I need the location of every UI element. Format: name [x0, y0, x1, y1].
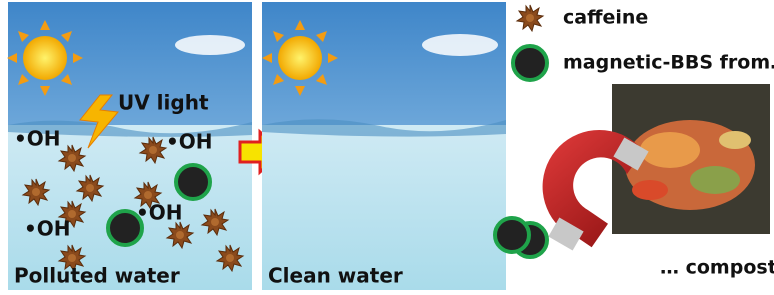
polluted-panel: UV light •OH •OH •OH •OH Polluted water [7, 2, 252, 290]
mbbs-icon [513, 46, 547, 80]
radical: •OH [14, 127, 61, 151]
clean-panel: Clean water [262, 2, 506, 290]
panel-label: Polluted water [14, 264, 180, 288]
radical: •OH [136, 201, 183, 225]
radical: •OH [24, 217, 71, 241]
graphical-abstract: UV light •OH •OH •OH •OH Polluted water … [0, 0, 774, 295]
panel-label: Clean water [268, 264, 403, 288]
radical: •OH [166, 130, 213, 154]
legend-label: caffeine [563, 7, 648, 29]
legend-label: magnetic-BBS from… [563, 52, 774, 74]
caffeine-icon [517, 5, 543, 31]
compost-label: … compost [660, 257, 774, 279]
uv-label: UV light [118, 91, 209, 115]
